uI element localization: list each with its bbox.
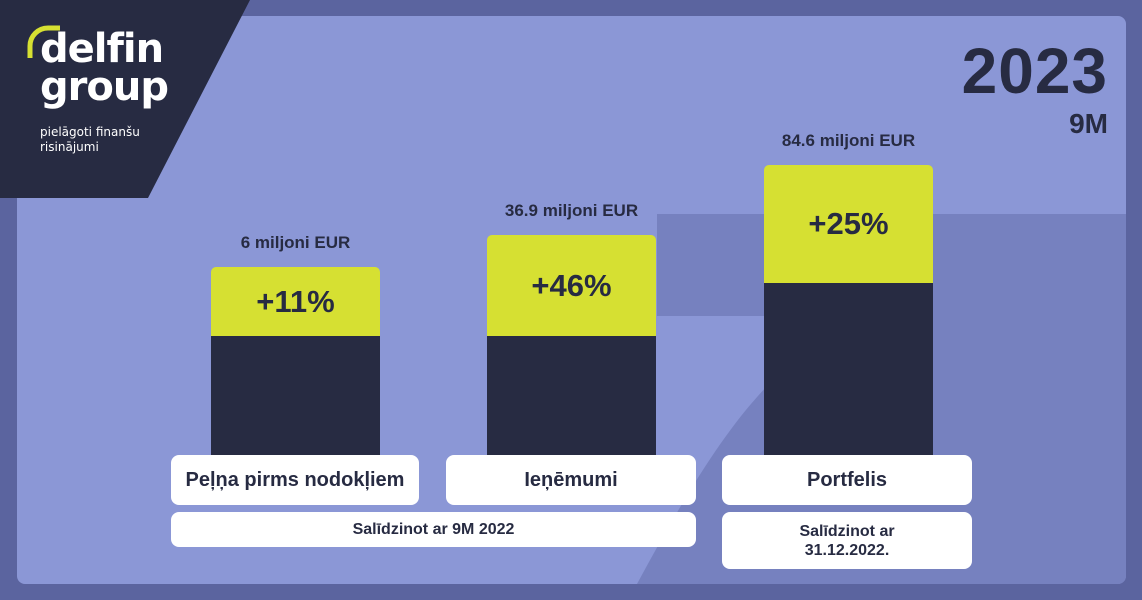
bar: +25% (764, 165, 933, 456)
category-label: Portfelis (722, 455, 972, 505)
comparison-note: Salīdzinot ar 31.12.2022. (722, 512, 972, 569)
logo-word: group (40, 64, 169, 110)
logo-wordmark: delfin group (40, 26, 169, 110)
category-label: Ieņēmumi (446, 455, 696, 505)
value-label: 84.6 miljoni EUR (781, 131, 916, 150)
logo-background (0, 0, 250, 198)
report-period: 9M (1069, 108, 1108, 139)
value-label: 36.9 miljoni EUR (504, 201, 639, 220)
category-label: Peļņa pirms nodokļiem (171, 455, 419, 505)
bar-growth-segment (764, 165, 933, 283)
bar-base-segment (764, 283, 933, 456)
logo-tagline: pielāgoti finanšu risinājumi (40, 125, 140, 154)
logo-word: delfin (40, 26, 164, 72)
bar-base-segment (211, 336, 380, 456)
bar-growth-segment (211, 267, 380, 336)
bar: +46% (487, 235, 656, 456)
report-year: 2023 (961, 35, 1108, 107)
comparison-note: Salīdzinot ar 9M 2022 (171, 512, 696, 547)
value-label: 6 miljoni EUR (240, 233, 351, 252)
bar-base-segment (487, 336, 656, 456)
growth-label: +46% (531, 267, 612, 303)
bar: +11% (211, 267, 380, 456)
bar-growth-segment (487, 235, 656, 336)
growth-label: +25% (808, 206, 889, 241)
growth-label: +11% (256, 283, 335, 319)
logo-arc-icon (27, 25, 60, 58)
